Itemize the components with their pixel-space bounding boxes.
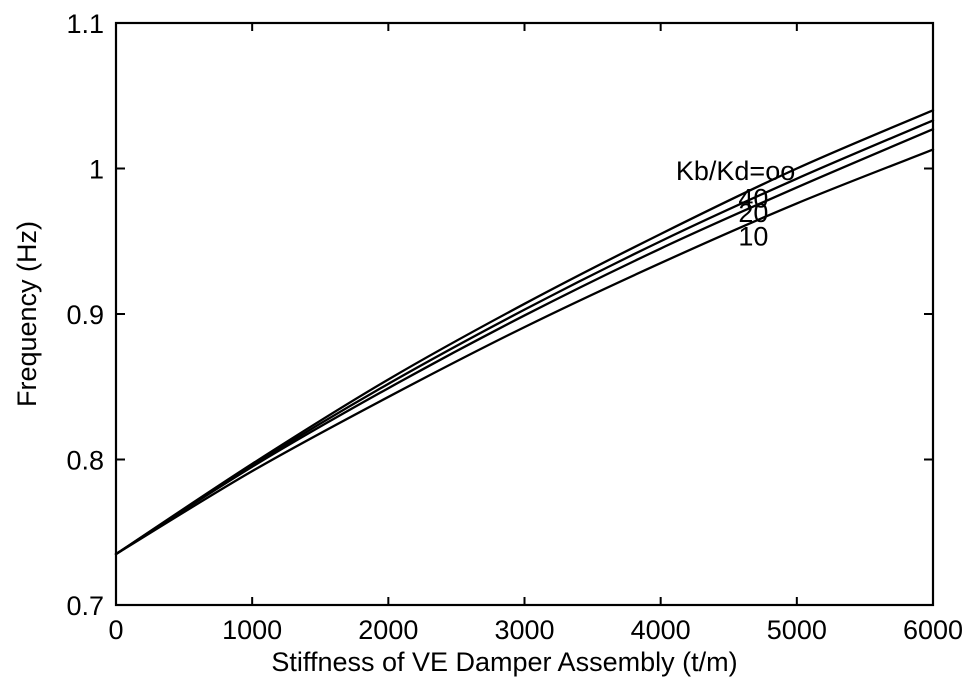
series-label-1: 40: [738, 184, 768, 214]
x-tick-label: 5000: [767, 615, 827, 645]
plot-border: [114, 21, 935, 607]
x-tick-label: 1000: [222, 615, 282, 645]
series-label-2: 20: [738, 198, 768, 228]
y-axis-ticks: 0.7 0.8 0.9 1 1.1: [66, 9, 933, 621]
series-line-1: [114, 119, 935, 556]
y-tick-label: 1.1: [66, 9, 104, 39]
x-tick-label: 2000: [358, 615, 418, 645]
series-lines: [114, 109, 935, 556]
y-tick-label: 0.8: [66, 446, 104, 476]
x-tick-label: 0: [108, 615, 123, 645]
y-tick-label: 1: [89, 155, 104, 185]
x-axis-title: Stiffness of VE Damper Assembly (t/m): [271, 647, 737, 677]
series-line-0: [114, 109, 935, 556]
plot-frame: [114, 21, 935, 607]
y-tick-label: 0.9: [66, 300, 104, 330]
x-axis-ticks: 0 1000 2000 3000 4000 5000 6000: [108, 23, 963, 645]
x-tick-label: 6000: [903, 615, 963, 645]
y-tick-label: 0.7: [66, 591, 104, 621]
y-axis-title: Frequency (Hz): [12, 221, 42, 407]
series-label-0: Kb/Kd=oo: [676, 156, 795, 186]
x-tick-label: 4000: [631, 615, 691, 645]
series-line-3: [114, 148, 935, 556]
x-tick-label: 3000: [494, 615, 554, 645]
series-line-2: [114, 128, 935, 556]
series-label-3: 10: [738, 221, 768, 251]
